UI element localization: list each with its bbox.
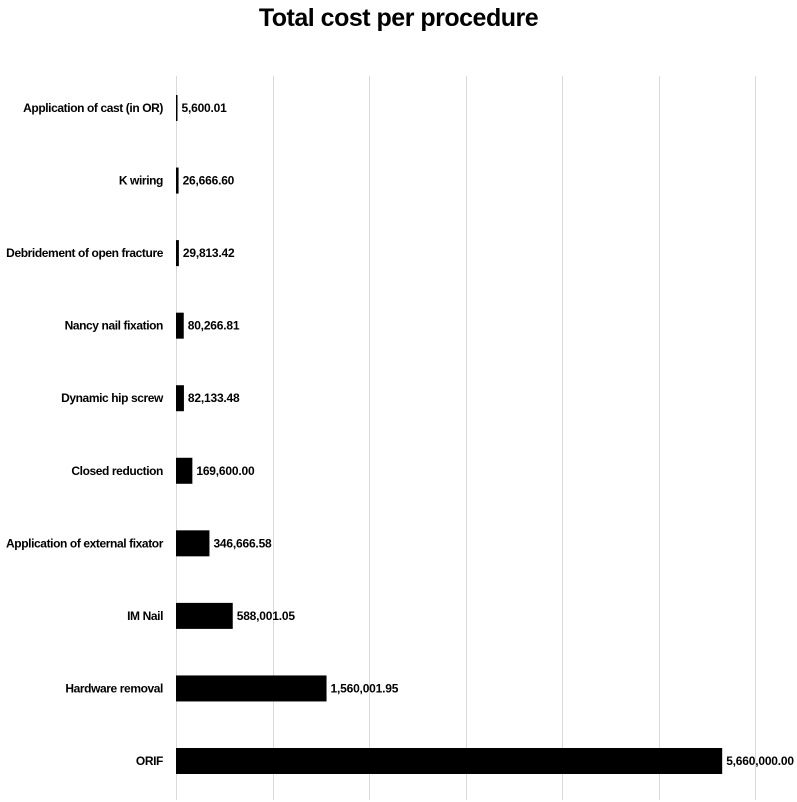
bar-9	[176, 675, 327, 702]
category-label-3: Debridement of open fracture	[6, 246, 164, 260]
category-label-9: Hardware removal	[65, 681, 163, 695]
category-label-8: IM Nail	[127, 609, 163, 623]
value-label-4: 80,266.81	[188, 319, 240, 333]
value-label-3: 29,813.42	[183, 246, 235, 260]
category-labels: Application of cast (in OR) K wiring Debri…	[6, 101, 164, 768]
category-label-10: ORIF	[136, 754, 163, 768]
category-label-6: Closed reduction	[71, 464, 163, 478]
category-label-2: K wiring	[119, 174, 163, 188]
category-label-4: Nancy nail fixation	[65, 319, 163, 333]
chart-title: Total cost per procedure	[258, 4, 539, 32]
bars	[176, 95, 723, 774]
bar-7	[176, 530, 210, 557]
value-label-10: 5,660,000.00	[726, 754, 794, 768]
value-label-9: 1,560,001.95	[331, 681, 399, 695]
value-label-2: 26,666.60	[183, 174, 235, 188]
value-label-6: 169,600.00	[196, 464, 255, 478]
bar-1	[176, 95, 178, 121]
bar-3	[176, 240, 179, 267]
category-label-1: Application of cast (in OR)	[23, 101, 163, 115]
bar-5	[176, 385, 184, 412]
category-label-5: Dynamic hip screw	[61, 391, 164, 405]
category-label-7: Application of external fixator	[6, 536, 164, 550]
bar-2	[176, 167, 179, 194]
bar-10	[176, 748, 723, 774]
value-label-8: 588,001.05	[237, 609, 296, 623]
bar-6	[176, 457, 193, 484]
value-labels: 5,600.01 26,666.60 29,813.42 80,266.81 82,13…	[182, 101, 795, 768]
value-label-7: 346,666.58	[213, 536, 272, 550]
bar-8	[176, 602, 233, 629]
value-label-5: 82,133.48	[188, 391, 240, 405]
bar-4	[176, 312, 184, 339]
value-label-1: 5,600.01	[182, 101, 228, 115]
